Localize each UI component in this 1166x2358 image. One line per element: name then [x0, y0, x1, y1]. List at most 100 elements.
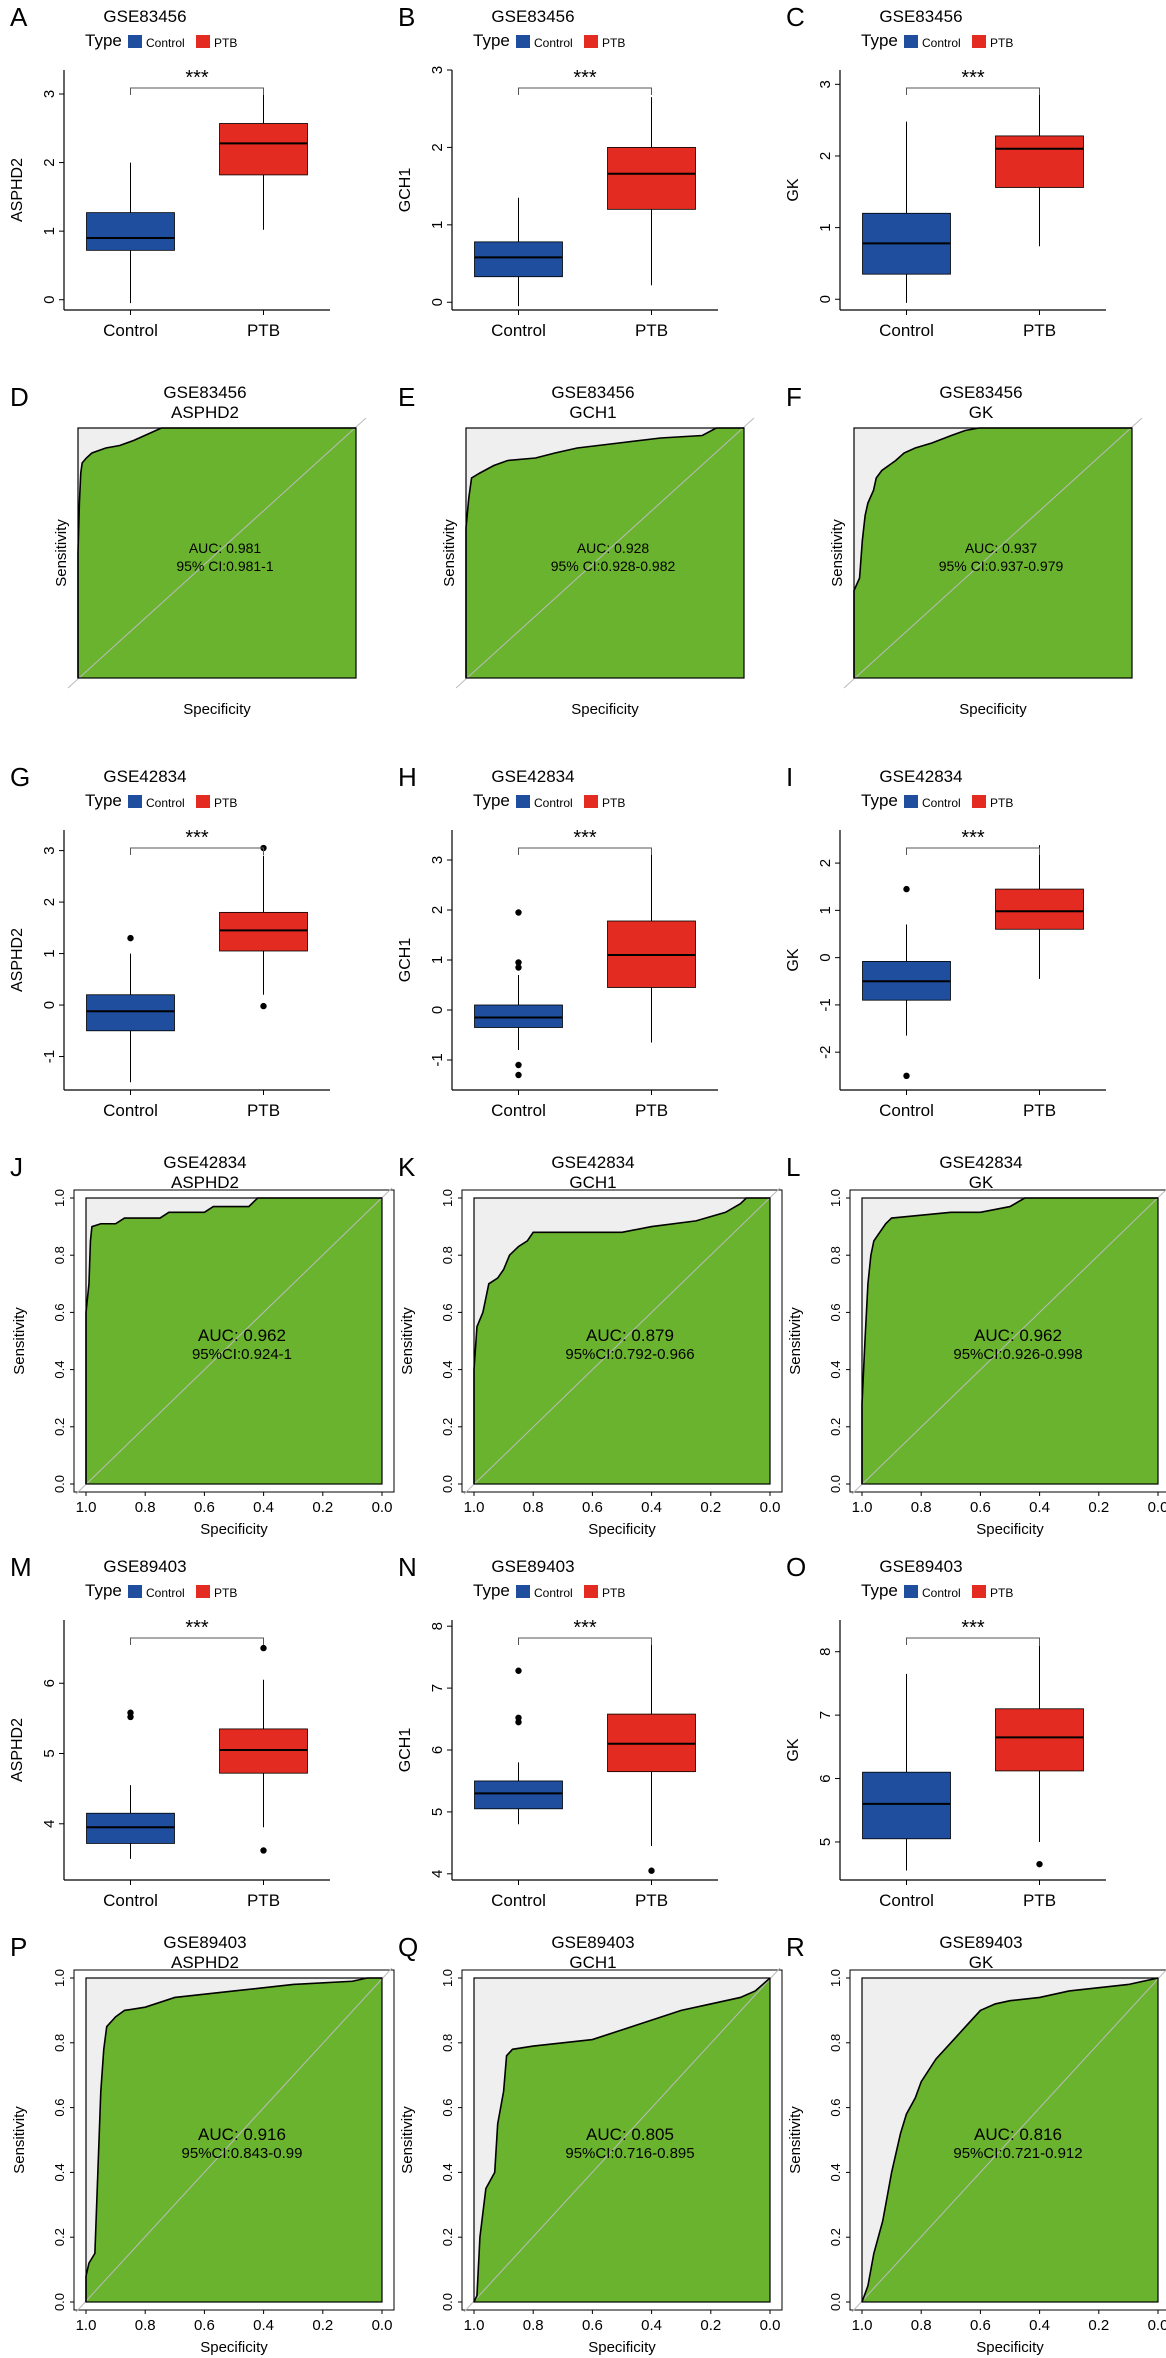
box-control [474, 1004, 563, 1028]
box-ptb [995, 1708, 1084, 1772]
ci-label: 95% CI:0.928-0.982 [551, 558, 676, 574]
x-tick-label: 0.0 [1148, 1499, 1166, 1516]
y-tick-label: 0.4 [440, 2163, 455, 2181]
legend-title: Type [473, 31, 510, 50]
panel-title: GSE42834 [939, 1153, 1022, 1172]
y-tick-label: 0.8 [52, 1246, 67, 1264]
panel-letter: G [10, 762, 30, 792]
box-control [86, 1812, 175, 1844]
specificity-axis-label: Specificity [183, 701, 251, 718]
reference-diagonal [463, 1187, 781, 1495]
y-tick-label: -1 [41, 1050, 58, 1063]
panel-h: H GSE42834 Type Control PTB -1 0 1 2 3 GCH1 Control… [397, 762, 718, 1120]
y-tick-label: 1.0 [828, 1969, 843, 1987]
panel-title: GSE83456 [879, 7, 962, 26]
x-tick-label: Control [103, 321, 158, 340]
y-tick-label: 2 [41, 158, 58, 166]
legend-label-ptb: PTB [602, 796, 625, 810]
x-tick-label: 1.0 [852, 1499, 873, 1516]
legend-label-control: Control [534, 36, 573, 50]
plot-frame [849, 1189, 1166, 1493]
y-tick-label: 8 [817, 1648, 834, 1656]
box-ptb [607, 147, 696, 210]
auc-label: AUC: 0.928 [577, 540, 650, 556]
y-tick-label: 1 [429, 221, 446, 229]
y-tick-label: 1.0 [52, 1969, 67, 1987]
panel-title: GSE89403 [491, 1557, 574, 1576]
y-tick-label: 1 [41, 227, 58, 235]
panel-title: GSE42834 [103, 767, 186, 786]
legend-swatch-control [904, 35, 918, 48]
auc-label: AUC: 0.962 [974, 1326, 1062, 1345]
y-tick-label: 7 [429, 1684, 446, 1692]
y-tick-label: 6 [817, 1774, 834, 1782]
reference-diagonal [463, 1967, 781, 2313]
specificity-axis-label: Specificity [571, 701, 639, 718]
legend-label-ptb: PTB [214, 796, 237, 810]
legend-swatch-control [128, 1585, 142, 1598]
auc-label: AUC: 0.937 [965, 540, 1038, 556]
significance-label: *** [961, 1617, 985, 1639]
panel-title: GSE83456 [163, 383, 246, 402]
roc-curve [473, 1977, 771, 2303]
x-tick-label: 0.6 [194, 2317, 215, 2334]
y-tick-label: 1.0 [440, 1189, 455, 1207]
plot-frame [73, 1969, 395, 2311]
x-tick-label: 0.4 [1029, 1499, 1050, 1516]
box-ptb [995, 888, 1084, 930]
legend-label-control: Control [534, 796, 573, 810]
y-tick-label: 0.2 [828, 2228, 843, 2246]
roc-square [861, 1977, 1159, 2303]
outlier-point-ptb [260, 1644, 267, 1652]
y-tick-label: 6 [429, 1746, 446, 1754]
outlier-point-control [515, 964, 522, 971]
outlier-point-control [903, 1072, 910, 1080]
specificity-axis-label: Specificity [976, 2339, 1044, 2356]
legend-swatch-control [904, 795, 918, 808]
legend-swatch-ptb [196, 1585, 210, 1598]
legend-title: Type [473, 791, 510, 810]
x-tick-label: 0.0 [760, 2317, 781, 2334]
legend-title: Type [85, 31, 122, 50]
reference-diagonal [851, 1189, 1166, 1495]
legend-title: Type [861, 1581, 898, 1600]
y-tick-label: 0.2 [52, 2228, 67, 2246]
y-tick-label: 0 [429, 1006, 446, 1014]
auc-label: AUC: 0.916 [198, 2125, 286, 2144]
significance-label: *** [185, 1617, 209, 1639]
outlier-point-control [515, 1071, 522, 1079]
panel-letter: E [398, 382, 415, 412]
sensitivity-axis-label: Sensitivity [399, 1307, 416, 1375]
box-control [862, 1771, 951, 1840]
y-tick-label: 0 [41, 1001, 58, 1009]
significance-bracket [906, 1637, 1040, 1645]
outlier-point-ptb [260, 1002, 267, 1010]
y-tick-label: -1 [429, 1053, 446, 1066]
y-axis-label: GCH1 [397, 168, 414, 213]
panel-subtitle: GCH1 [569, 403, 616, 422]
specificity-axis-label: Specificity [200, 1521, 268, 1538]
panel-title: GSE89403 [939, 1933, 1022, 1952]
specificity-axis-label: Specificity [588, 1521, 656, 1538]
y-axis-label: GK [785, 948, 802, 971]
roc-curve [861, 1197, 1158, 1484]
auc-label: AUC: 0.879 [586, 1326, 674, 1345]
reference-diagonal [851, 1969, 1166, 2313]
x-tick-label: PTB [247, 1891, 280, 1910]
outlier-point-ptb [260, 1847, 267, 1854]
reference-diagonal [455, 417, 755, 689]
sensitivity-axis-label: Sensitivity [399, 2106, 416, 2174]
panel-title: GSE42834 [551, 1153, 634, 1172]
x-tick-label: 0.2 [1088, 2317, 1109, 2334]
legend-swatch-control [516, 795, 530, 808]
significance-bracket [518, 847, 652, 855]
legend-label-ptb: PTB [602, 36, 625, 50]
y-tick-label: 5 [429, 1808, 446, 1816]
legend-swatch-control [516, 35, 530, 48]
y-tick-label: 0.2 [440, 1418, 455, 1436]
legend-label-ptb: PTB [990, 796, 1013, 810]
y-tick-label: 0.6 [828, 1303, 843, 1321]
sensitivity-axis-label: Sensitivity [11, 1307, 28, 1375]
